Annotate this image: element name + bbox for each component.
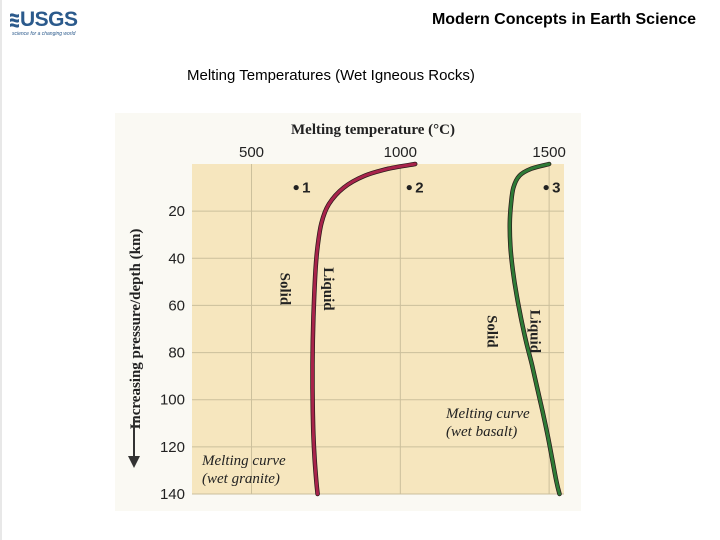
series-labels: Melting curve (wet granite) Melting curve (…: [201, 406, 530, 487]
region-label: Liquid: [527, 310, 543, 354]
region-labels: Solid Liquid Solid Liquid: [277, 267, 543, 353]
y-tick-label: 40: [168, 250, 185, 267]
chart-figure: 500 1000 1500 20 40 60 80 100 120 140 Solid Liquid…: [115, 113, 581, 511]
logo-tagline: science for a changing world: [12, 31, 76, 37]
poi-label: 1: [302, 180, 310, 197]
basalt-curve: [508, 162, 561, 496]
series-label: (wet granite): [202, 471, 280, 487]
series-label: Melting curve: [201, 453, 286, 469]
x-tick-label: 1500: [532, 144, 565, 161]
x-tick-label: 500: [239, 144, 264, 161]
region-label: Solid: [277, 273, 293, 306]
y-tick-label: 80: [168, 345, 185, 362]
slide-left-border: [0, 0, 2, 540]
melting-chart: 500 1000 1500 20 40 60 80 100 120 140 Solid Liquid…: [128, 122, 566, 503]
logo-text: USGS: [20, 8, 78, 31]
plot-area: [192, 164, 564, 494]
usgs-wave-icon: [10, 13, 19, 28]
y-tick-label: 100: [160, 392, 185, 409]
series-label: (wet basalt): [446, 424, 517, 440]
poi-label: 2: [415, 180, 423, 197]
poi-label: 3: [552, 180, 560, 197]
granite-curve: [311, 162, 417, 496]
y-axis-label: Increasing pressure/depth (km): [128, 229, 144, 430]
tick-labels: 500 1000 1500 20 40 60 80 100 120 140: [160, 144, 566, 503]
arrow-down-icon: [128, 456, 140, 468]
poi-dot: [543, 184, 549, 191]
poi-dot: [293, 184, 299, 191]
header-title: Modern Concepts in Earth Science: [431, 11, 696, 28]
chart-title: Melting temperature (°C): [291, 122, 455, 138]
usgs-logo: USGS science for a changing world: [10, 8, 90, 40]
slide-title: Melting Temperatures (Wet Igneous Rocks): [187, 67, 475, 84]
points-of-interest: 1 2 3: [293, 180, 560, 197]
region-label: Solid: [484, 315, 500, 348]
grid: [192, 164, 564, 495]
x-tick-label: 1000: [384, 144, 417, 161]
series-label: Melting curve: [445, 406, 530, 422]
y-tick-label: 20: [168, 203, 185, 220]
y-tick-label: 120: [160, 439, 185, 456]
poi-dot: [406, 184, 412, 191]
y-tick-label: 60: [168, 297, 185, 314]
region-label: Liquid: [320, 267, 336, 311]
curves: [310, 161, 562, 497]
y-tick-label: 140: [160, 486, 185, 503]
